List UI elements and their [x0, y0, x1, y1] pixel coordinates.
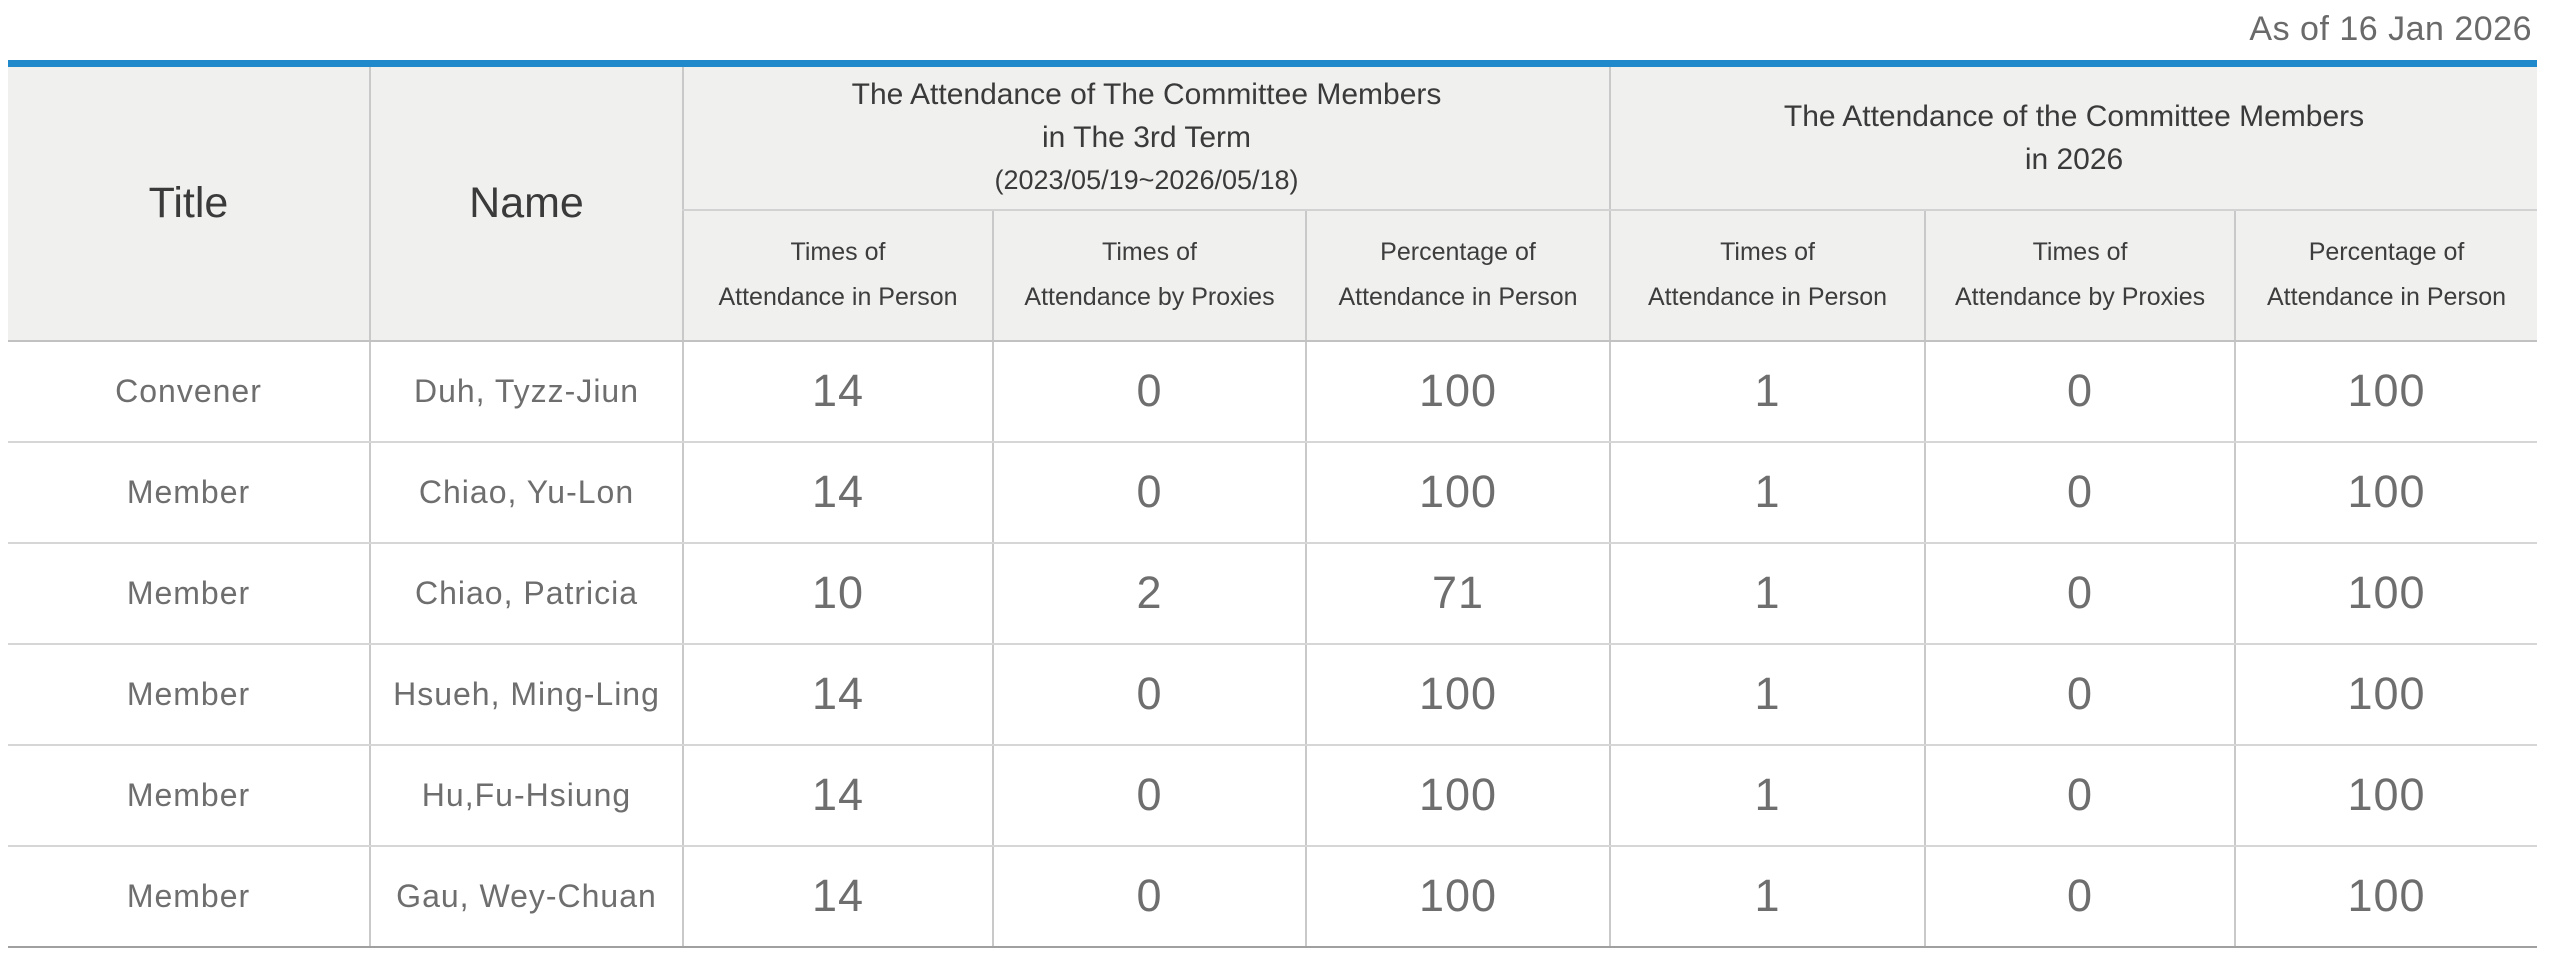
cell-value: 100	[1304, 845, 1611, 948]
cell-value: 100	[2234, 643, 2538, 746]
subheader-line: Times of	[1720, 238, 1815, 266]
cell-value: 0	[1924, 542, 2236, 645]
group-header-3rd-term-line1: The Attendance of The Committee Members	[851, 78, 1442, 112]
subheader-term-attendance-in-person: Times of Attendance in Person	[682, 209, 993, 342]
cell-value: 100	[2234, 744, 2538, 847]
cell-value: 100	[1304, 441, 1611, 544]
cell-name: Hu,Fu-Hsiung	[369, 744, 683, 847]
cell-value: 100	[2234, 441, 2538, 544]
cell-value: 0	[992, 845, 1306, 948]
cell-value: 1	[1609, 744, 1926, 847]
cell-name: Chiao, Yu-Lon	[369, 441, 683, 544]
cell-value: 100	[2234, 340, 2538, 443]
cell-value: 14	[682, 441, 993, 544]
subheader-line: Attendance in Person	[718, 283, 958, 311]
subheader-line: Attendance in Person	[1648, 283, 1888, 311]
cell-value: 10	[682, 542, 993, 645]
as-of-date-label: As of 16 Jan 2026	[2249, 10, 2532, 48]
cell-title: Member	[8, 744, 370, 847]
cell-value: 100	[2234, 542, 2538, 645]
cell-name: Duh, Tyzz-Jiun	[369, 340, 683, 443]
table-body: Convener Duh, Tyzz-Jiun 14 0 100 1 0 100…	[8, 340, 2538, 948]
subheader-line: Percentage of	[1380, 238, 1536, 266]
cell-value: 2	[992, 542, 1306, 645]
subheader-line: Percentage of	[2308, 238, 2465, 266]
cell-value: 14	[682, 643, 993, 746]
table-row: Member Hu,Fu-Hsiung 14 0 100 1 0 100	[8, 744, 2538, 847]
cell-value: 0	[1924, 441, 2236, 544]
group-header-3rd-term-dates: (2023/05/19~2026/05/18)	[994, 165, 1299, 196]
table-header: Title Name The Attendance of The Committ…	[8, 63, 2538, 342]
subheader-2026-attendance-by-proxies: Times of Attendance by Proxies	[1924, 209, 2236, 342]
cell-name: Hsueh, Ming-Ling	[369, 643, 683, 746]
cell-value: 71	[1304, 542, 1611, 645]
subheader-2026-percentage-in-person: Percentage of Attendance in Person	[2234, 209, 2538, 342]
subheader-term-attendance-by-proxies: Times of Attendance by Proxies	[992, 209, 1306, 342]
group-header-3rd-term: The Attendance of The Committee Members …	[681, 63, 1611, 211]
cell-value: 0	[1924, 340, 2236, 443]
cell-value: 14	[682, 340, 993, 443]
cell-value: 0	[1924, 643, 2236, 746]
cell-title: Convener	[8, 340, 370, 443]
subheader-line: Times of	[2032, 238, 2128, 266]
cell-value: 100	[1304, 340, 1611, 443]
cell-title: Member	[8, 542, 370, 645]
cell-value: 1	[1609, 643, 1926, 746]
cell-value: 1	[1609, 542, 1926, 645]
cell-value: 100	[2234, 845, 2538, 948]
attendance-table: Title Name The Attendance of The Committ…	[8, 60, 2538, 948]
subheader-line: Attendance in Person	[1338, 283, 1578, 311]
cell-value: 0	[1924, 744, 2236, 847]
subheader-2026-attendance-in-person: Times of Attendance in Person	[1609, 209, 1926, 342]
cell-value: 14	[682, 744, 993, 847]
cell-title: Member	[8, 643, 370, 746]
cell-value: 1	[1609, 441, 1926, 544]
cell-title: Member	[8, 845, 370, 948]
cell-value: 0	[1924, 845, 2236, 948]
group-header-2026: The Attendance of the Committee Members …	[1609, 63, 2538, 211]
subheader-line: Attendance in Person	[2267, 283, 2507, 311]
cell-value: 0	[992, 744, 1306, 847]
cell-value: 14	[682, 845, 993, 948]
subheader-line: Attendance by Proxies	[1954, 283, 2206, 311]
cell-value: 0	[992, 643, 1306, 746]
cell-value: 0	[992, 441, 1306, 544]
cell-value: 100	[1304, 744, 1611, 847]
table-row: Convener Duh, Tyzz-Jiun 14 0 100 1 0 100	[8, 340, 2538, 443]
column-header-name: Name	[369, 63, 683, 342]
table-row: Member Chiao, Yu-Lon 14 0 100 1 0 100	[8, 441, 2538, 544]
column-header-title: Title	[8, 63, 370, 342]
table-row: Member Chiao, Patricia 10 2 71 1 0 100	[8, 542, 2538, 645]
cell-name: Gau, Wey-Chuan	[369, 845, 683, 948]
subheader-line: Times of	[1102, 238, 1197, 266]
cell-value: 0	[992, 340, 1306, 443]
cell-value: 100	[1304, 643, 1611, 746]
group-header-2026-line1: The Attendance of the Committee Members	[1783, 99, 2365, 133]
group-header-3rd-term-line2: in The 3rd Term	[1042, 121, 1252, 155]
group-header-2026-line2: in 2026	[2024, 142, 2124, 176]
cell-name: Chiao, Patricia	[369, 542, 683, 645]
cell-value: 1	[1609, 845, 1926, 948]
cell-value: 1	[1609, 340, 1926, 443]
cell-title: Member	[8, 441, 370, 544]
table-row: Member Gau, Wey-Chuan 14 0 100 1 0 100	[8, 845, 2538, 948]
subheader-line: Attendance by Proxies	[1024, 283, 1275, 311]
subheader-line: Times of	[790, 238, 886, 266]
table-row: Member Hsueh, Ming-Ling 14 0 100 1 0 100	[8, 643, 2538, 746]
subheader-term-percentage-in-person: Percentage of Attendance in Person	[1304, 209, 1611, 342]
